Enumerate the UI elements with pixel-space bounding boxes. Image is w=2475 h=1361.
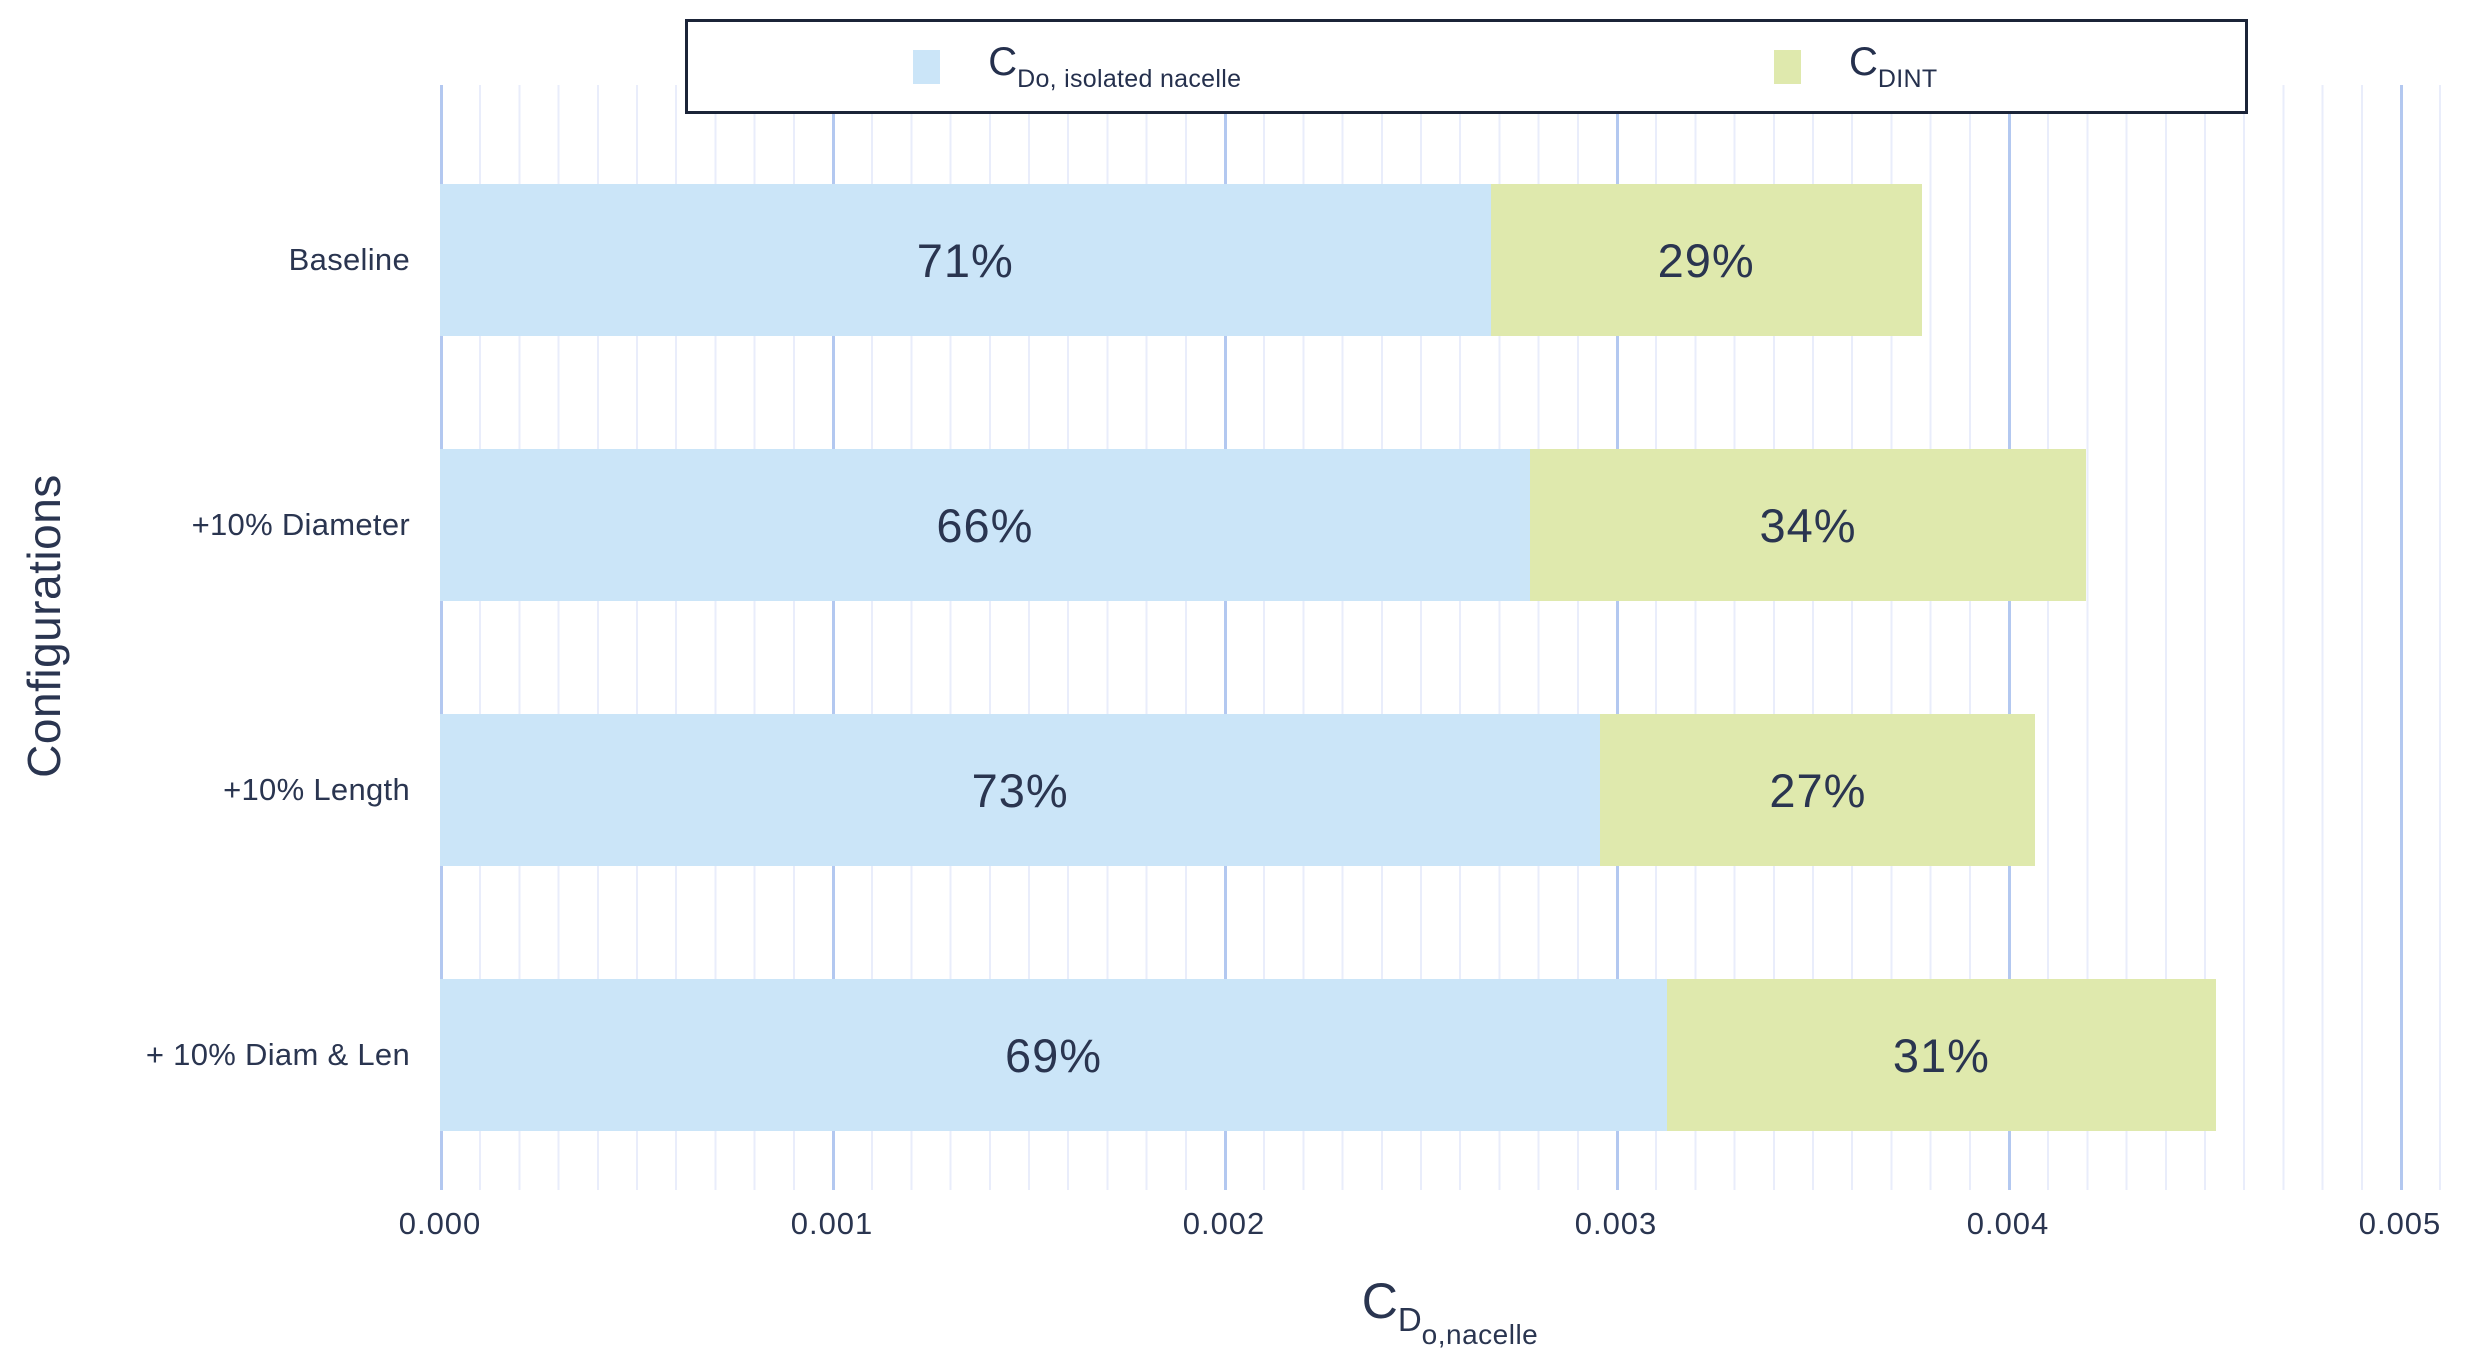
legend-symbol: C xyxy=(988,39,1018,84)
x-tick-label: 0.002 xyxy=(1182,1206,1266,1241)
x-tick-label: 0.005 xyxy=(2358,1206,2442,1241)
x-axis-title: CDo,nacelle xyxy=(440,1272,2460,1351)
x-tick-label: 0.003 xyxy=(1574,1206,1658,1241)
plot-area: 71% 29% 66% 34% 73% 27% 69% 31% xyxy=(440,85,2462,1190)
category-label: +10% Diameter xyxy=(191,507,410,542)
legend-item-interference: CDINT xyxy=(1467,40,2246,94)
bar-segment-isolated-nacelle: 69% xyxy=(440,979,1667,1131)
segment-percent-label: 27% xyxy=(1769,763,1867,817)
segment-percent-label: 34% xyxy=(1759,498,1857,552)
legend-label-isolated-nacelle: CDo, isolated nacelle xyxy=(988,40,1241,94)
segment-percent-label: 66% xyxy=(936,498,1034,552)
segment-percent-label: 71% xyxy=(916,233,1014,287)
bar-segment-interference: 34% xyxy=(1529,449,2087,601)
legend: CDo, isolated nacelle CDINT xyxy=(685,19,2248,114)
segment-percent-label: 29% xyxy=(1657,233,1755,287)
x-axis-tick-labels: 0.000 0.001 0.002 0.003 0.004 0.005 xyxy=(0,1206,2475,1256)
category-axis-labels: Baseline +10% Diameter +10% Length + 10% Di… xyxy=(0,0,424,1361)
legend-item-isolated-nacelle: CDo, isolated nacelle xyxy=(688,40,1467,94)
legend-swatch-isolated-nacelle xyxy=(913,49,941,84)
bar-segment-isolated-nacelle: 71% xyxy=(440,184,1491,336)
x-axis-title-subscript: D xyxy=(1397,1301,1422,1338)
category-label: Baseline xyxy=(288,242,410,277)
segment-percent-label: 69% xyxy=(1004,1028,1103,1082)
legend-swatch-interference xyxy=(1774,49,1802,84)
segment-percent-label: 31% xyxy=(1892,1028,1990,1082)
bar-segment-interference: 29% xyxy=(1490,184,1922,336)
x-tick-label: 0.000 xyxy=(398,1206,482,1241)
legend-label-interference: CDINT xyxy=(1849,40,1937,94)
x-axis-title-symbol: C xyxy=(1361,1273,1398,1329)
legend-subscript: Do, isolated nacelle xyxy=(1017,64,1242,93)
category-label: +10% Length xyxy=(223,772,410,807)
x-axis-title-subsubscript: o,nacelle xyxy=(1421,1319,1539,1350)
legend-subscript: DINT xyxy=(1877,64,1938,93)
x-tick-label: 0.004 xyxy=(1966,1206,2050,1241)
bar-segment-isolated-nacelle: 73% xyxy=(440,714,1601,866)
bar-segment-interference: 27% xyxy=(1600,714,2036,866)
x-tick-label: 0.001 xyxy=(790,1206,874,1241)
legend-symbol: C xyxy=(1849,39,1878,84)
bar-segment-interference: 31% xyxy=(1666,979,2216,1131)
segment-percent-label: 73% xyxy=(971,763,1069,817)
category-label: + 10% Diam & Len xyxy=(145,1037,410,1072)
bar-segment-isolated-nacelle: 66% xyxy=(440,449,1530,601)
